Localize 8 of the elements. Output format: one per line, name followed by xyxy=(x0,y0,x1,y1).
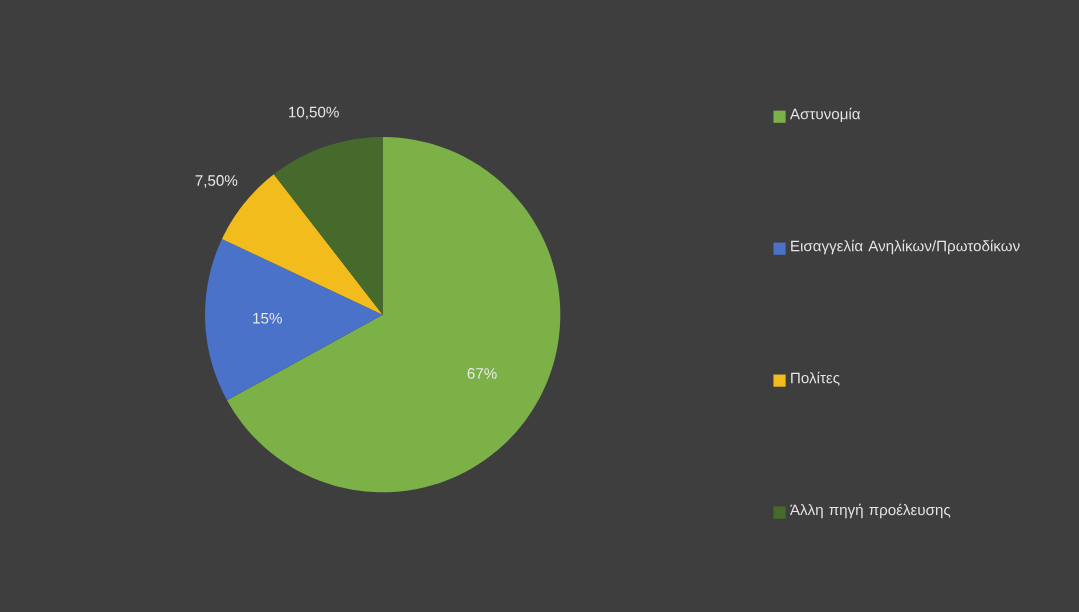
legend-label: Άλλη πηγή προέλευσης xyxy=(789,503,951,519)
legend-label: Πολίτες xyxy=(791,371,840,386)
data-label: 7,50% xyxy=(195,175,238,188)
data-label: 67% xyxy=(467,368,497,379)
data-label: 10,50% xyxy=(289,106,339,120)
legend-label: Αστυνομία xyxy=(789,107,861,123)
legend-label: Εισαγγελία Ανηλίκων/Πρωτοδίκων xyxy=(791,239,1020,255)
data-label: 15% xyxy=(253,312,282,324)
